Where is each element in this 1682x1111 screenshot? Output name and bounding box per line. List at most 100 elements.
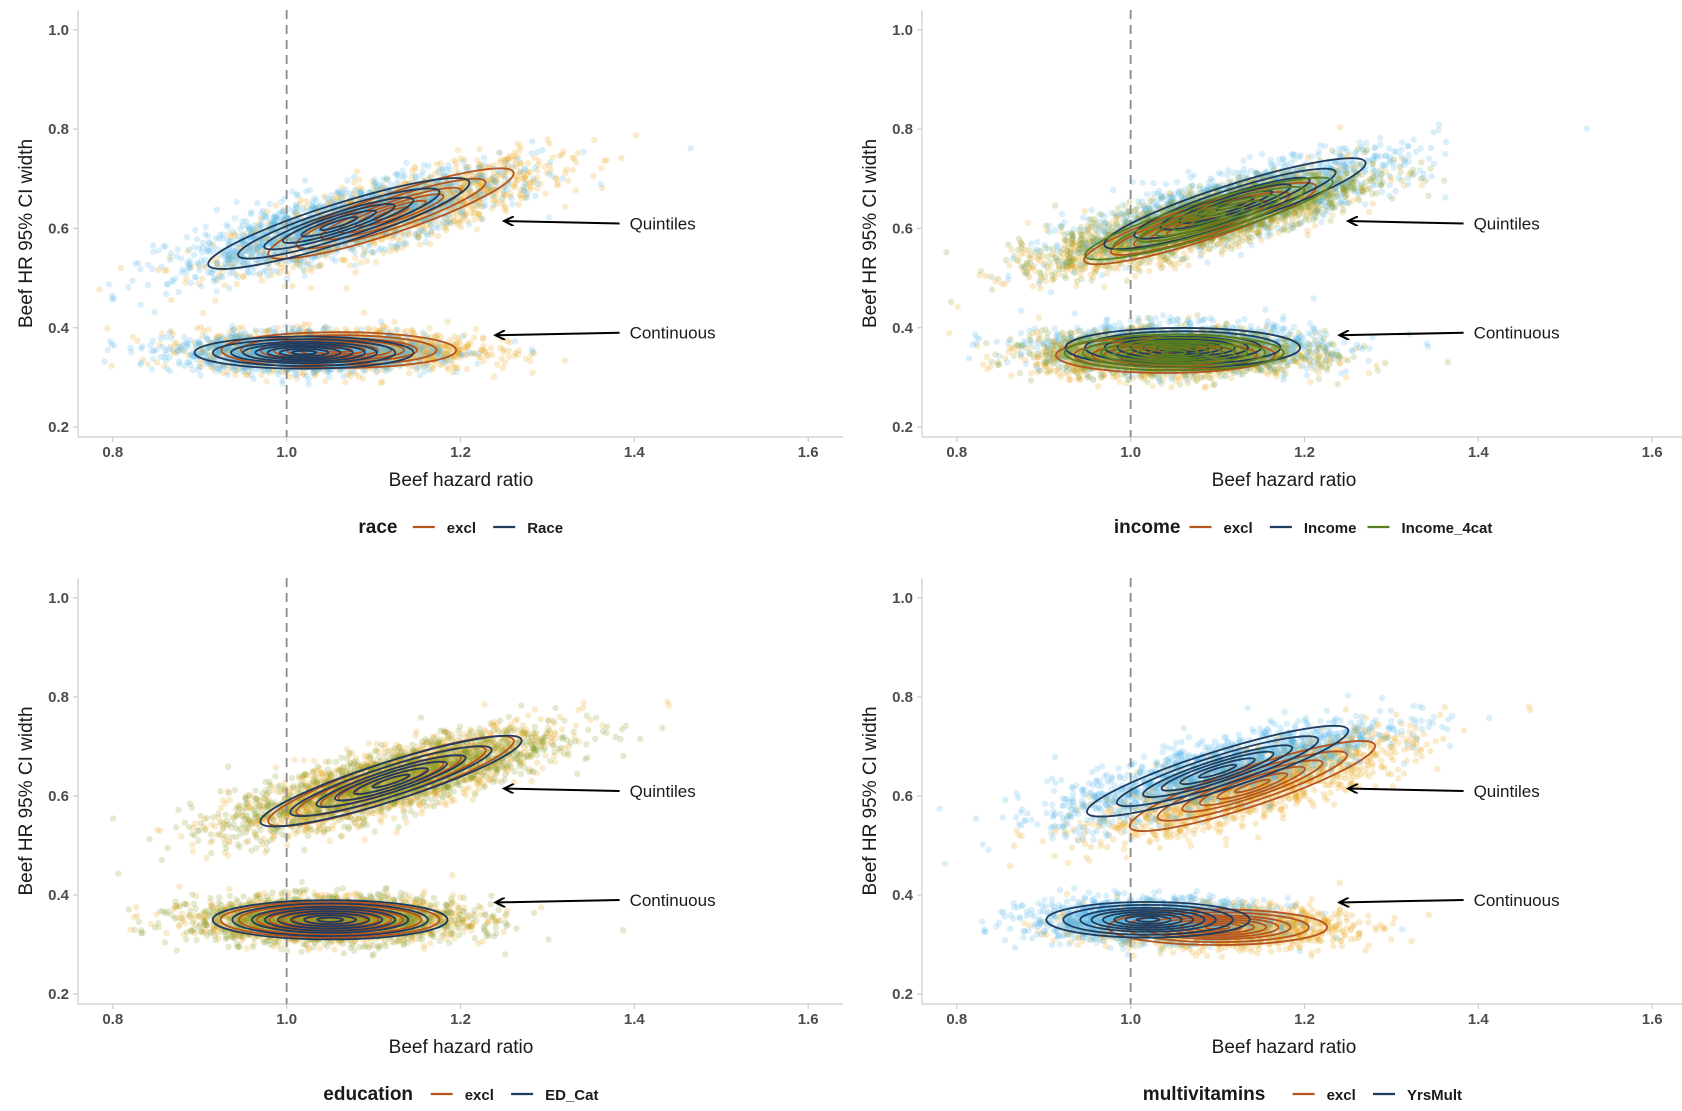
data-point: [458, 210, 465, 218]
data-point: [450, 157, 457, 164]
data-point: [307, 268, 314, 275]
data-point: [501, 172, 508, 179]
data-point: [287, 235, 294, 242]
data-point: [199, 275, 206, 282]
data-point: [503, 208, 510, 215]
data-point: [224, 255, 231, 262]
data-point: [373, 258, 380, 266]
data-point: [294, 261, 301, 268]
data-point: [180, 348, 187, 355]
data-point: [525, 160, 532, 167]
data-point: [475, 210, 482, 217]
data-point: [482, 201, 489, 209]
data-point: [159, 343, 166, 351]
data-point: [344, 177, 351, 184]
data-point: [379, 322, 386, 329]
data-point: [442, 351, 449, 358]
data-point: [182, 279, 189, 287]
data-point: [470, 350, 477, 357]
data-point: [508, 153, 516, 160]
data-point: [442, 342, 450, 349]
data-point: [431, 170, 439, 177]
data-point: [264, 220, 272, 228]
data-point: [356, 184, 363, 191]
data-point: [197, 360, 204, 368]
data-point: [334, 196, 341, 204]
data-point: [480, 154, 488, 161]
data-point: [266, 264, 273, 272]
data-point: [371, 241, 379, 248]
data-point: [477, 353, 484, 360]
data-point: [480, 335, 487, 343]
data-point: [449, 369, 457, 376]
data-point: [455, 350, 462, 357]
data-point: [485, 351, 492, 359]
data-point: [295, 257, 302, 264]
data-point: [253, 242, 260, 249]
data-point: [452, 354, 459, 361]
data-point: [554, 182, 561, 189]
data-point: [462, 352, 469, 359]
data-point: [423, 349, 430, 357]
data-point: [219, 268, 226, 276]
data-point: [223, 347, 230, 355]
data-point: [504, 337, 511, 345]
data-point: [467, 188, 474, 195]
data-point: [280, 206, 287, 213]
data-point: [456, 339, 463, 346]
data-point: [328, 192, 335, 199]
data-point: [511, 148, 519, 156]
data-point: [233, 333, 241, 340]
data-point: [233, 280, 240, 288]
data-point: [490, 169, 497, 177]
data-point: [306, 186, 314, 193]
data-point: [475, 161, 483, 168]
data-point: [535, 157, 543, 165]
data-point: [338, 194, 345, 202]
data-point: [299, 205, 307, 212]
data-point: [590, 172, 597, 180]
data-point: [144, 360, 151, 368]
data-point: [504, 162, 511, 169]
data-point: [499, 364, 506, 371]
data-point: [392, 246, 400, 254]
data-point: [333, 190, 340, 198]
data-point: [263, 378, 270, 385]
data-point: [409, 326, 416, 333]
data-point: [520, 174, 527, 182]
data-point: [161, 267, 169, 274]
data-point: [534, 180, 541, 187]
data-point: [494, 173, 501, 180]
data-point: [496, 149, 503, 157]
data-point: [241, 331, 248, 338]
data-point: [326, 373, 333, 381]
data-point: [226, 328, 234, 335]
data-point: [462, 343, 470, 350]
data-point: [413, 201, 420, 209]
data-point: [442, 227, 450, 234]
data-point: [258, 210, 265, 217]
data-point: [529, 138, 536, 145]
data-point: [170, 348, 177, 356]
data-point: [527, 185, 534, 193]
data-point: [502, 159, 510, 166]
data-point: [254, 247, 262, 254]
data-point: [462, 346, 469, 353]
data-point: [436, 219, 444, 227]
data-point: [443, 364, 451, 371]
data-point: [188, 263, 195, 270]
data-point: [446, 337, 453, 344]
data-point: [439, 191, 447, 198]
data-point: [601, 157, 608, 165]
data-point: [462, 209, 470, 216]
data-point: [425, 348, 432, 355]
data-point: [173, 253, 181, 260]
data-point: [290, 264, 297, 271]
data-point: [198, 349, 205, 356]
point-clouds: [96, 132, 694, 388]
data-point: [221, 282, 228, 289]
data-point: [514, 156, 521, 163]
data-point: [506, 152, 513, 160]
data-point: [365, 242, 373, 250]
data-point: [440, 349, 447, 357]
